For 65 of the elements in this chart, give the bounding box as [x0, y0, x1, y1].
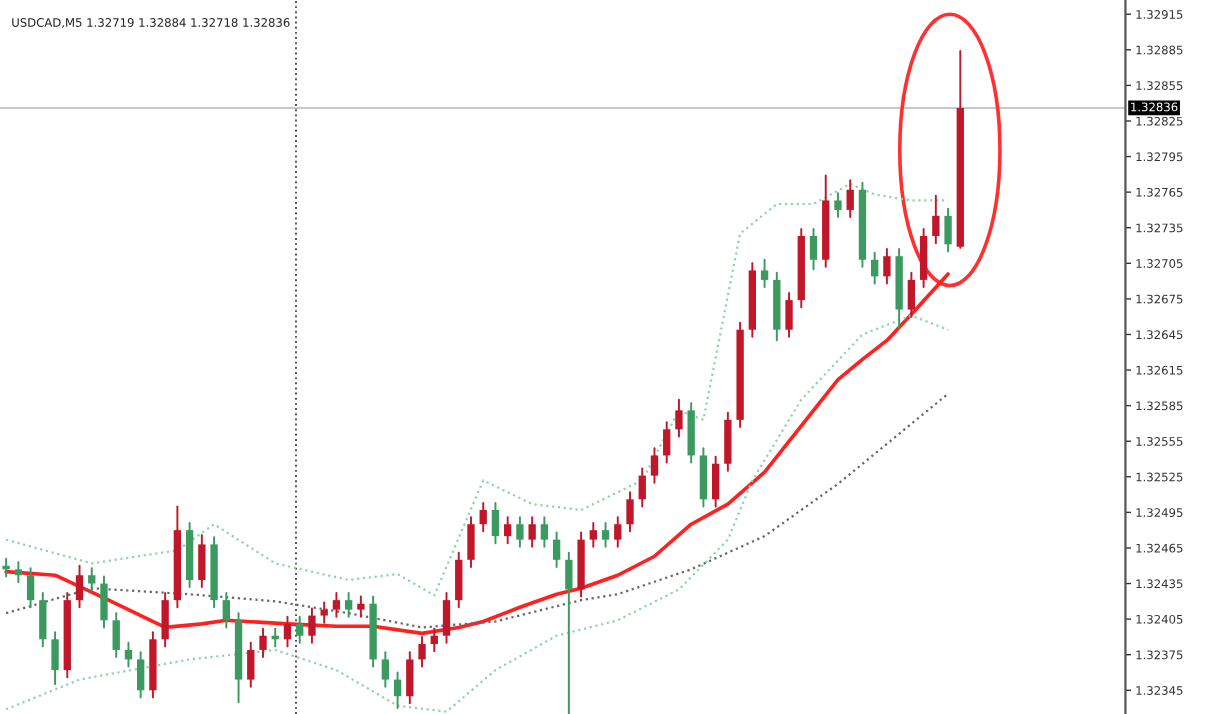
candlestick [320, 601, 328, 624]
candlestick [283, 615, 292, 648]
candlestick [846, 179, 854, 219]
candlestick [247, 641, 255, 688]
candlestick [259, 627, 267, 659]
candlestick [222, 592, 230, 629]
candlestick [112, 612, 120, 659]
candlestick [479, 501, 487, 533]
candlestick [296, 615, 304, 644]
candlestick [907, 271, 916, 318]
line-series [5, 314, 950, 713]
candlestick [455, 551, 463, 609]
candlestick [883, 248, 891, 285]
candlestick [638, 467, 646, 508]
candlestick [711, 455, 720, 508]
candlestick [809, 227, 818, 271]
candlestick [675, 398, 683, 438]
candlestick [14, 561, 23, 584]
candlestick [565, 551, 573, 714]
candlestick [491, 501, 500, 545]
candlestick [430, 627, 438, 653]
candlestick [932, 194, 940, 245]
candlestick [663, 421, 671, 464]
candlestick [26, 567, 35, 609]
candlestick [100, 575, 108, 629]
candlestick [467, 516, 475, 568]
candlestick [418, 635, 426, 668]
candlestick [504, 516, 512, 545]
candlestick [614, 516, 622, 548]
candlestick [137, 651, 145, 699]
candlestick [51, 631, 59, 686]
candlestick [39, 592, 47, 648]
candlestick [944, 207, 952, 253]
line-series [5, 392, 950, 629]
candlestick [406, 651, 414, 705]
candlestick [88, 567, 96, 592]
candlestick [785, 291, 793, 338]
candlestick [332, 592, 341, 618]
candlestick [589, 522, 597, 548]
candlestick [650, 447, 659, 484]
candlestick [687, 402, 695, 464]
line-series [5, 182, 950, 597]
candlestick [344, 592, 353, 618]
candlestick [161, 592, 169, 648]
candlestick [871, 251, 879, 285]
candlestick [393, 671, 402, 710]
candlestick [601, 522, 610, 548]
candlestick [724, 411, 732, 472]
candlestick [198, 533, 206, 589]
candlestick [357, 595, 365, 618]
candlestick [919, 227, 928, 288]
candlestick [760, 258, 769, 288]
candlestick [552, 531, 561, 568]
candlestick [528, 516, 536, 548]
candlestick [516, 516, 524, 548]
candlestick [381, 651, 390, 688]
candlestick [2, 557, 10, 578]
candlestick [699, 447, 708, 508]
candlestick [834, 192, 842, 219]
candlestick [540, 516, 549, 548]
candlestick [308, 607, 316, 644]
candlestick [75, 564, 84, 609]
candlestick [626, 491, 634, 533]
candlestick [442, 592, 451, 644]
candlestick [124, 641, 133, 668]
